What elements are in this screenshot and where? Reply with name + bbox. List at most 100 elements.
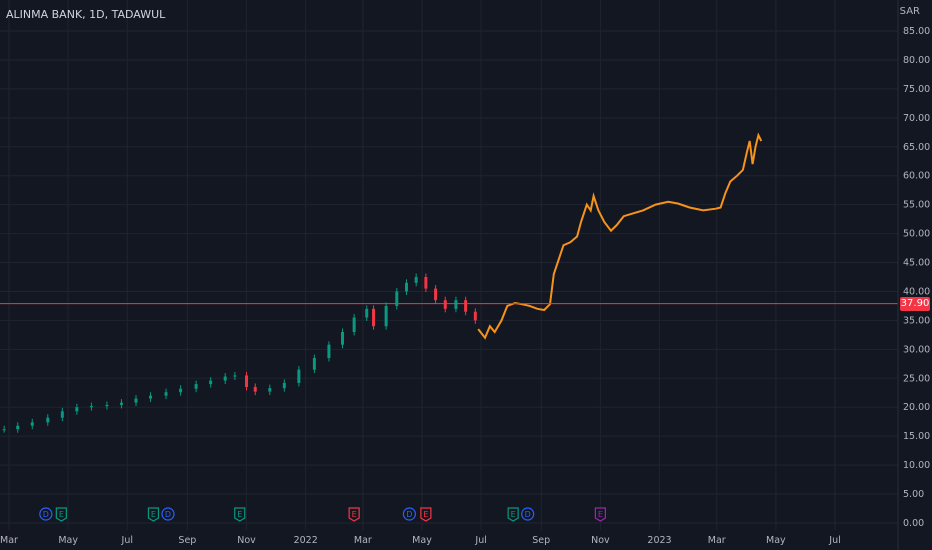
- price-tick-label: 70.00: [903, 113, 930, 124]
- marker-label: E: [598, 510, 603, 519]
- time-tick-label: Jul: [474, 535, 486, 546]
- earnings-marker[interactable]: E: [348, 507, 360, 522]
- symbol-legend[interactable]: ALINMA BANK, 1D, TADAWUL: [6, 8, 166, 21]
- time-tick-label: Sep: [532, 535, 550, 546]
- marker-shape: [234, 507, 246, 522]
- price-tick-label: 35.00: [903, 315, 930, 326]
- price-tick-label: 20.00: [903, 402, 930, 413]
- price-tick-label: 80.00: [903, 55, 930, 66]
- price-tick-label: 30.00: [903, 344, 930, 355]
- candle-body: [134, 398, 138, 403]
- earnings-marker[interactable]: E: [594, 507, 606, 522]
- marker-shape: [55, 507, 67, 522]
- marker-shape: [348, 507, 360, 522]
- price-tick-label: 40.00: [903, 286, 930, 297]
- candle-body: [253, 386, 257, 392]
- candle-body: [282, 382, 286, 389]
- candle-body: [149, 395, 153, 399]
- time-tick-label: Mar: [708, 535, 726, 546]
- time-tick-label: Nov: [237, 535, 256, 546]
- candle-body: [268, 388, 272, 392]
- candle-body: [434, 288, 438, 301]
- candle-body: [89, 406, 93, 408]
- candle-body: [312, 358, 316, 370]
- candle-body: [372, 308, 376, 327]
- candle-body: [2, 429, 6, 431]
- currency-label: SAR: [899, 6, 920, 17]
- time-tick-label: May: [58, 535, 78, 546]
- time-tick-label: 2023: [647, 535, 671, 546]
- price-axis[interactable]: 0.00 5.00 10.00 15.00 20.00 25.00 30.00 35.00 40…: [897, 0, 930, 550]
- candle-body: [164, 392, 168, 396]
- earnings-marker[interactable]: E: [234, 507, 246, 522]
- candle-body: [414, 277, 418, 283]
- earnings-marker[interactable]: E: [420, 507, 432, 522]
- earnings-marker[interactable]: E: [507, 507, 519, 522]
- time-tick-label: May: [412, 535, 432, 546]
- price-tick-label: 60.00: [903, 171, 930, 182]
- candle-body: [365, 308, 369, 318]
- price-tick-label: 55.00: [903, 200, 930, 211]
- time-tick-label: Sep: [178, 535, 196, 546]
- candle-body: [352, 317, 356, 332]
- price-tick-label: 25.00: [903, 373, 930, 384]
- marker-label: D: [165, 510, 171, 519]
- price-tick-label: 5.00: [903, 489, 924, 500]
- candle-body: [454, 300, 458, 309]
- earnings-marker[interactable]: E: [55, 507, 67, 522]
- dividend-marker[interactable]: D: [521, 507, 535, 521]
- time-tick-label: 2022: [294, 535, 318, 546]
- price-tick-label: 0.00: [903, 518, 924, 529]
- time-tick-label: Mar: [0, 535, 18, 546]
- candle-body: [327, 344, 331, 359]
- marker-label: E: [59, 510, 64, 519]
- candle-body: [233, 375, 237, 377]
- candle-body: [179, 388, 183, 393]
- candle-body: [464, 300, 468, 312]
- candle-body: [473, 311, 477, 321]
- candle-body: [223, 376, 227, 381]
- candle-body: [30, 422, 34, 426]
- marker-shape: [147, 507, 160, 522]
- marker-shape: [521, 507, 535, 521]
- price-tick-label: 45.00: [903, 258, 930, 269]
- time-axis[interactable]: Mar May Jul Sep Nov 2022 Mar May Jul Sep Nov 2023 Ma…: [0, 535, 841, 546]
- candle-body: [424, 277, 428, 289]
- marker-shape: [161, 507, 175, 521]
- marker-shape: [594, 507, 606, 522]
- candle-body: [16, 425, 20, 430]
- marker-label: D: [525, 510, 531, 519]
- candle-body: [384, 305, 388, 327]
- candle-body: [443, 300, 447, 309]
- time-tick-label: Jul: [828, 535, 840, 546]
- marker-shape: [39, 507, 53, 521]
- candle-body: [194, 384, 198, 389]
- candle-body: [341, 331, 345, 345]
- price-tick-label: 50.00: [903, 229, 930, 240]
- price-tick-label: 85.00: [903, 26, 930, 37]
- candle-body: [75, 407, 79, 412]
- price-tick-label: 65.00: [903, 142, 930, 153]
- chart-grid: [0, 0, 898, 530]
- candle-body: [209, 380, 213, 385]
- time-tick-label: Mar: [354, 535, 372, 546]
- dividend-marker[interactable]: D: [39, 507, 53, 521]
- marker-label: E: [511, 510, 516, 519]
- marker-label: D: [43, 510, 49, 519]
- candle-body: [245, 375, 249, 387]
- marker-shape: [507, 507, 519, 522]
- candle-body: [404, 282, 408, 292]
- dividend-marker[interactable]: D: [402, 507, 416, 521]
- time-tick-label: Nov: [591, 535, 610, 546]
- candle-body: [105, 404, 109, 407]
- last-price-badge: 37.90: [900, 296, 930, 311]
- line-series: [477, 132, 763, 340]
- earnings-marker[interactable]: E: [147, 507, 160, 522]
- marker-label: E: [237, 510, 242, 519]
- marker-label: E: [423, 510, 428, 519]
- marker-shape: [402, 507, 416, 521]
- time-tick-label: Jul: [121, 535, 133, 546]
- dividend-marker[interactable]: D: [161, 507, 175, 521]
